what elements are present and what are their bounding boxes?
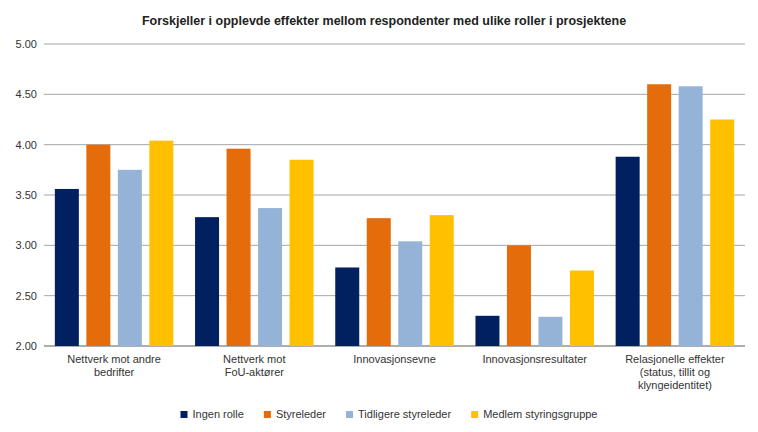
y-tick-label: 5.00 bbox=[16, 38, 37, 50]
legend-label: Ingen rolle bbox=[193, 408, 244, 420]
bar bbox=[616, 157, 640, 346]
x-tick-label: Nettverk motFoU-aktører bbox=[223, 353, 285, 378]
title: Forskjeller i opplevde effekter mellom r… bbox=[142, 14, 626, 28]
bar bbox=[570, 271, 594, 347]
y-tick-label: 2.50 bbox=[16, 290, 37, 302]
legend-label: Tidligere styreleder bbox=[358, 408, 451, 420]
chart: Forskjeller i opplevde effekter mellom r… bbox=[0, 0, 758, 432]
grid-line bbox=[44, 94, 745, 95]
bar bbox=[647, 84, 671, 346]
bar bbox=[290, 160, 314, 346]
x-axis bbox=[44, 346, 745, 347]
legend-swatch bbox=[471, 411, 478, 418]
legend-swatch bbox=[346, 411, 353, 418]
grid-line bbox=[44, 295, 745, 296]
x-tick-label: Innovasjonsresultater bbox=[482, 353, 587, 365]
x-tick-label: Innovasjonsevne bbox=[353, 353, 436, 365]
x-tick-label: Relasjonelle effekter(status, tillit ogk… bbox=[625, 353, 725, 391]
bar bbox=[430, 215, 454, 346]
x-tick-label: Nettverk mot andrebedrifter bbox=[67, 353, 161, 378]
legend-label: Styreleder bbox=[276, 408, 326, 420]
y-tick-label: 3.00 bbox=[16, 239, 37, 251]
bar bbox=[149, 141, 173, 346]
y-tick-label: 4.50 bbox=[16, 88, 37, 100]
legend-swatch bbox=[181, 411, 188, 418]
y-tick-label: 3.50 bbox=[16, 189, 37, 201]
bar bbox=[258, 208, 282, 346]
legend: Ingen rolle Styreleder Tidligere styrelede… bbox=[181, 408, 598, 420]
grid-line bbox=[44, 44, 745, 45]
bar bbox=[710, 120, 734, 347]
bar bbox=[227, 149, 251, 346]
bar bbox=[398, 241, 422, 346]
grid-line bbox=[44, 144, 745, 145]
grid-line bbox=[44, 195, 745, 196]
grid-line bbox=[44, 245, 745, 246]
legend-swatch bbox=[264, 411, 271, 418]
bar bbox=[507, 245, 531, 346]
bar bbox=[475, 316, 499, 346]
y-tick-label: 4.00 bbox=[16, 139, 37, 151]
grid-line bbox=[44, 346, 745, 347]
legend-label: Medlem styringsgruppe bbox=[483, 408, 597, 420]
bar bbox=[335, 267, 359, 346]
bar bbox=[679, 86, 703, 346]
y-tick-label: 2.00 bbox=[16, 340, 37, 352]
bars bbox=[55, 84, 734, 346]
bar bbox=[118, 170, 142, 346]
bar bbox=[86, 145, 110, 346]
bar bbox=[367, 218, 391, 346]
bar bbox=[538, 317, 562, 346]
bar bbox=[55, 189, 79, 346]
bar bbox=[195, 217, 219, 346]
